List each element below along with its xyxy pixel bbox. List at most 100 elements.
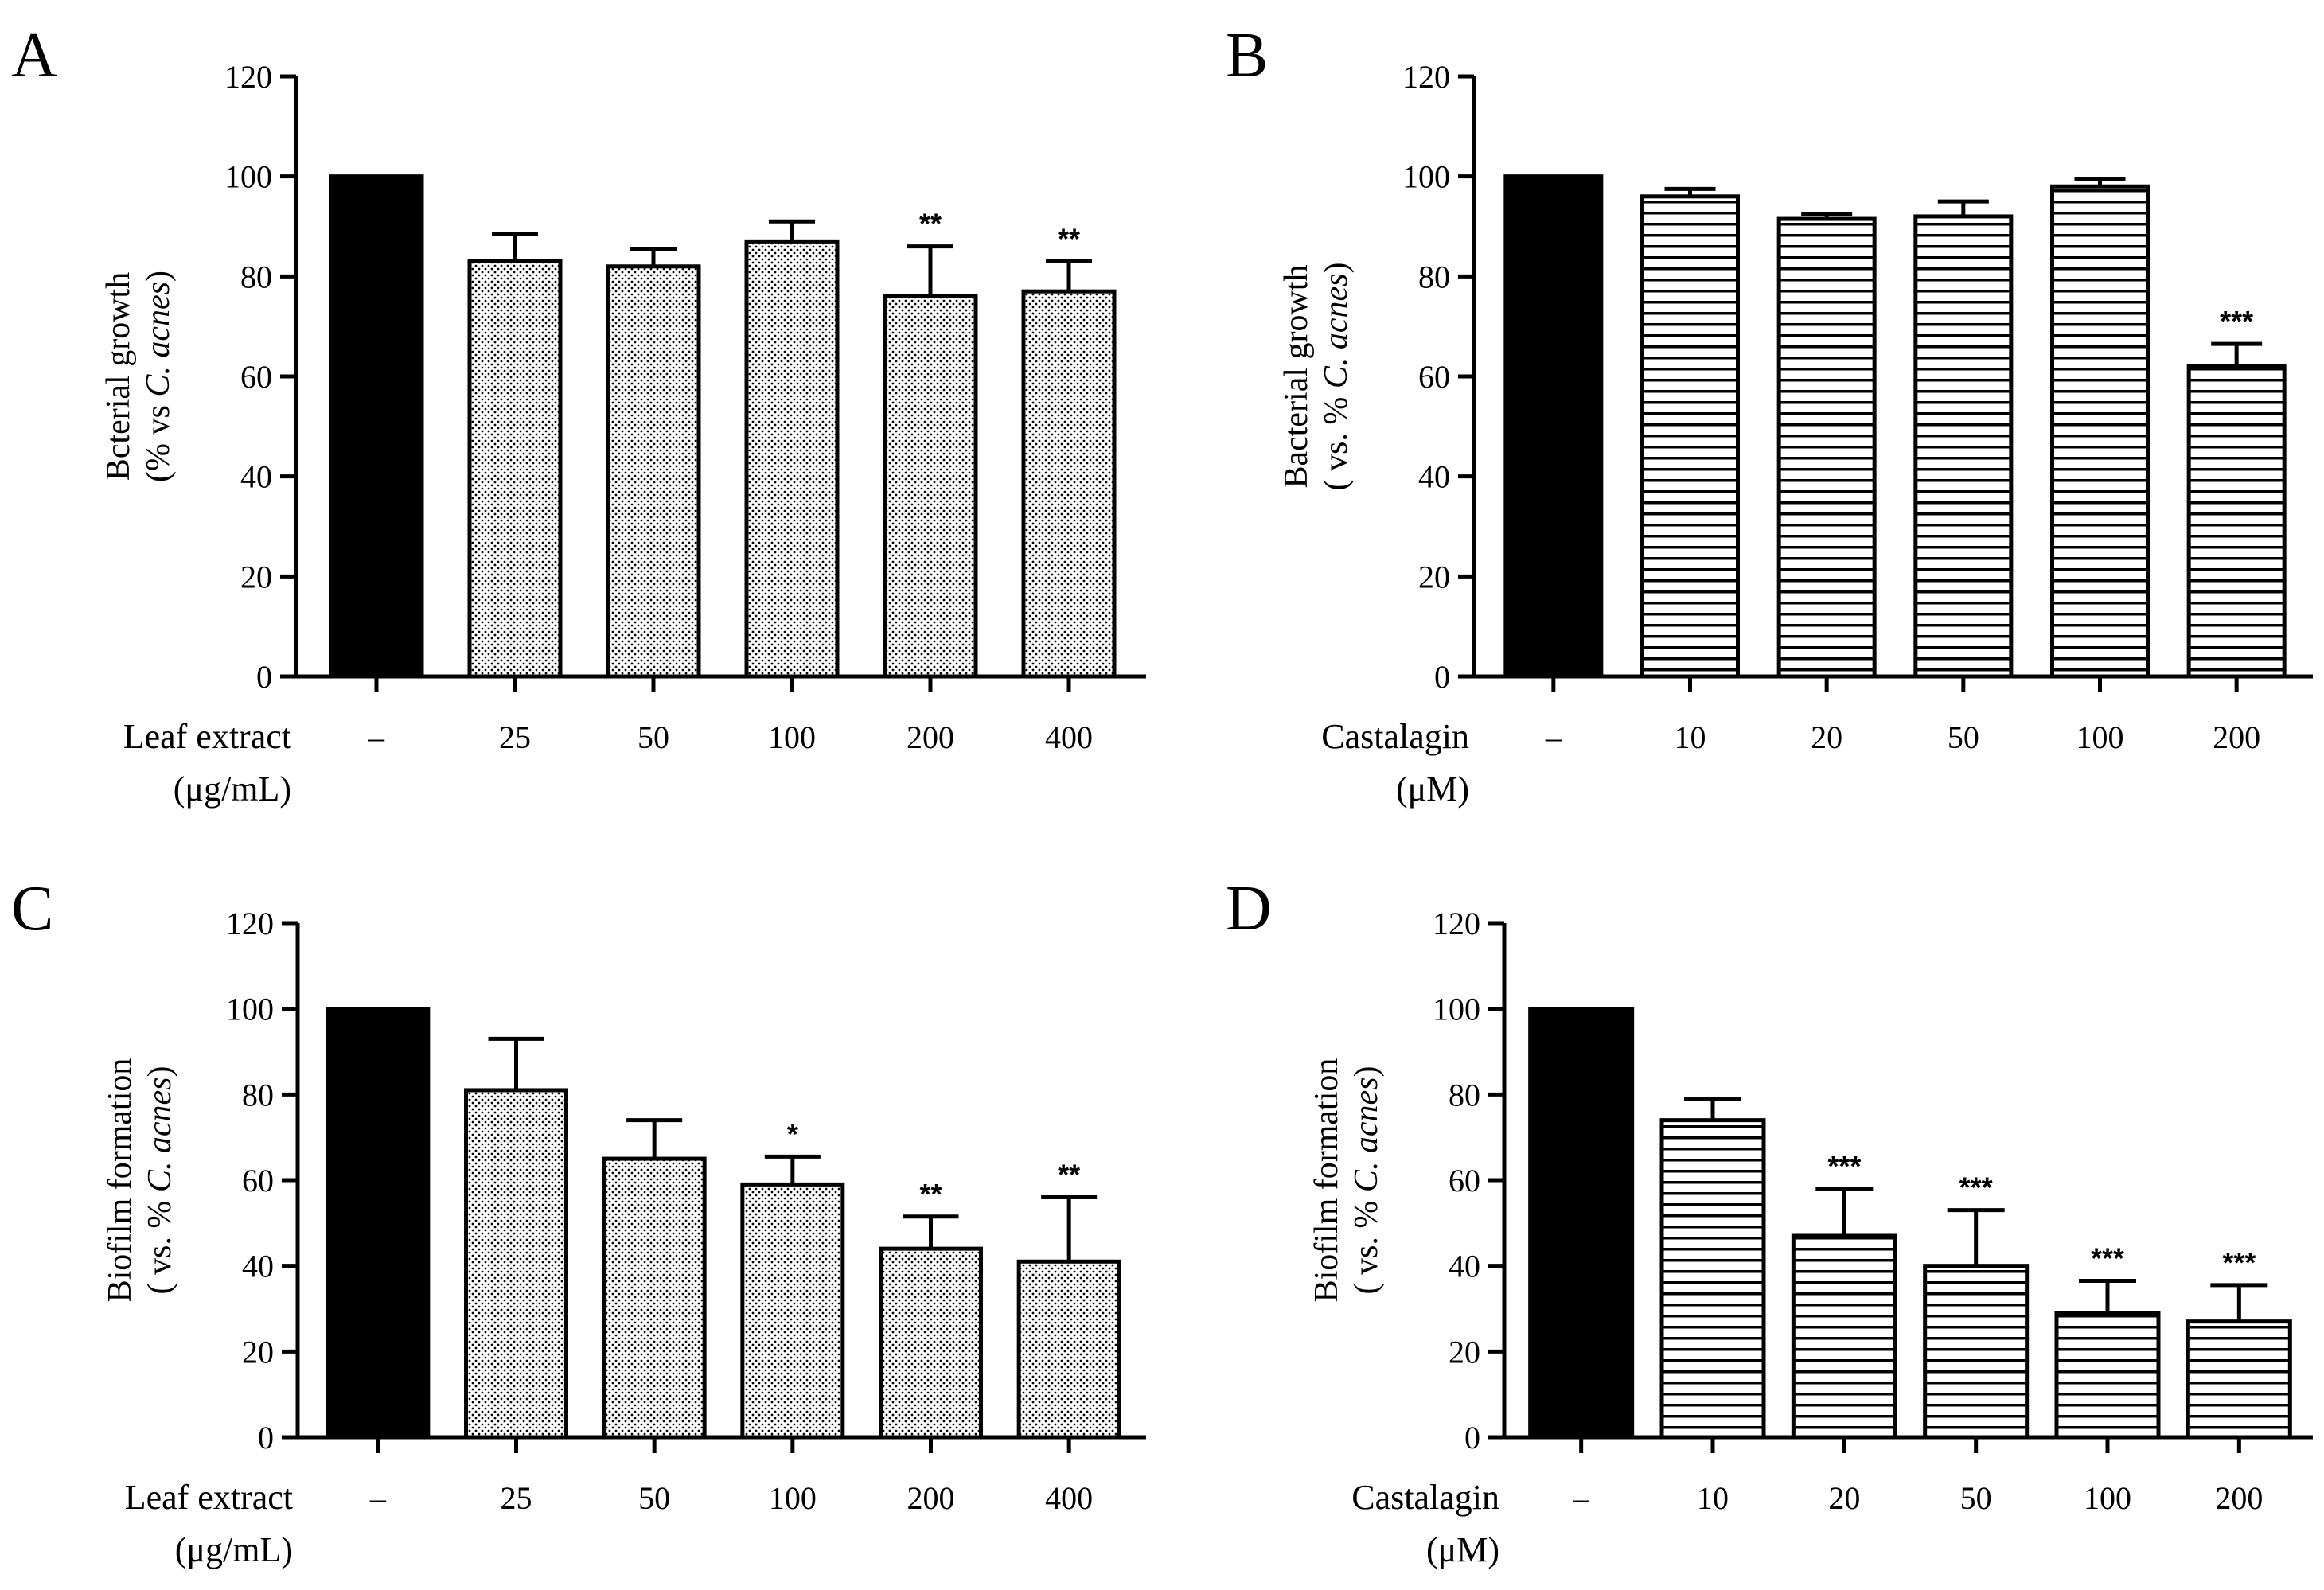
significance-label: * (787, 1117, 798, 1150)
bar (1776, 216, 1877, 679)
y-tick-label: 40 (1418, 459, 1450, 495)
panel-d: D 0 20 40 60 80 100 120 Biofilm formation( vs. %… (1226, 874, 2313, 1569)
y-tick-label: 60 (1418, 359, 1450, 395)
y-axis-label-line1: Bcterial growth (100, 272, 137, 481)
x-axis-title-line2: (μM) (1426, 1530, 1499, 1569)
x-tick-label: 50 (638, 1480, 670, 1516)
x-tick-label: 20 (1811, 719, 1842, 755)
x-tick-label: – (1573, 1480, 1590, 1516)
x-tick-label: 10 (1675, 719, 1706, 755)
y-tick-label: 40 (1449, 1249, 1480, 1284)
significance-label: *** (2091, 1242, 2124, 1275)
y-tick-label: 20 (240, 559, 272, 594)
bar (467, 259, 563, 679)
bar (744, 239, 840, 679)
panel-letter: D (1226, 874, 1272, 944)
y-tick-label: 100 (1433, 992, 1480, 1027)
x-tick-label: 100 (769, 1480, 817, 1516)
y-axis-label-line2: ( vs. % C. acnes) (1318, 263, 1355, 491)
y-tick-label: 0 (258, 1420, 274, 1456)
bar (879, 1246, 983, 1440)
bar (1021, 289, 1117, 679)
significance-label: ** (1058, 1159, 1080, 1191)
x-tick-label: 25 (501, 1480, 532, 1516)
x-tick-label: 400 (1045, 1480, 1093, 1516)
bar (329, 174, 424, 679)
x-tick-label: 100 (2076, 719, 2124, 755)
y-tick-label: 80 (240, 259, 272, 294)
x-tick-label: 400 (1045, 719, 1093, 755)
y-tick-label: 60 (240, 359, 272, 395)
panel-letter: A (11, 21, 57, 91)
bar (1791, 1233, 1897, 1440)
panel-b: B 0 20 40 60 80 100 120 Bacterial growth( vs. % … (1226, 21, 2313, 809)
bar (606, 264, 701, 679)
y-axis-label-line2: ( vs. % C. acnes) (1348, 1066, 1385, 1295)
y-axis-label-line1: Biofilm formation (1308, 1058, 1345, 1303)
panel-letter: C (11, 874, 53, 944)
panel-c: C 0 20 40 60 80 100 120 Biofilm formation( vs. %… (11, 874, 1146, 1569)
y-tick-label: 40 (242, 1249, 274, 1284)
y-tick-label: 20 (1449, 1334, 1480, 1370)
y-axis-label-line2: (% vs C. acnes) (140, 271, 177, 482)
bar (2186, 364, 2287, 679)
x-tick-label: 100 (768, 719, 816, 755)
y-tick-label: 60 (1449, 1163, 1480, 1198)
y-tick-label: 0 (1464, 1420, 1480, 1456)
y-axis-label-line2: ( vs. % C. acnes) (142, 1066, 178, 1295)
x-tick-label: – (369, 1480, 387, 1516)
bar (883, 294, 978, 679)
significance-label: ** (919, 1178, 942, 1210)
significance-label: *** (2222, 1246, 2256, 1279)
x-tick-label: 200 (907, 1480, 955, 1516)
x-tick-label: 20 (1828, 1480, 1860, 1516)
y-tick-label: 120 (224, 59, 272, 95)
x-tick-label: – (1545, 719, 1562, 755)
bar (740, 1182, 845, 1440)
x-axis-title-line1: Leaf extract (123, 717, 291, 756)
x-axis-title-line2: (μM) (1396, 770, 1469, 809)
x-tick-label: 25 (499, 719, 531, 755)
significance-label: ** (919, 208, 942, 240)
bar (1528, 1007, 1635, 1440)
x-axis-title-line1: Leaf extract (125, 1478, 293, 1517)
x-axis-title-line1: Castalagin (1351, 1478, 1499, 1517)
significance-label: *** (2220, 305, 2253, 337)
x-tick-label: 200 (2215, 1480, 2263, 1516)
y-tick-label: 80 (1449, 1077, 1480, 1113)
y-tick-label: 120 (1433, 906, 1480, 941)
x-tick-label: 50 (638, 719, 669, 755)
y-tick-label: 20 (1418, 559, 1450, 594)
bar (464, 1088, 568, 1440)
bar (602, 1156, 707, 1440)
significance-label: *** (1827, 1150, 1861, 1183)
y-tick-label: 20 (242, 1334, 274, 1370)
x-tick-label: 50 (1948, 719, 1979, 755)
x-axis-title-line2: (μg/mL) (174, 770, 291, 809)
bar (1503, 174, 1604, 679)
x-tick-label: 200 (907, 719, 954, 755)
y-tick-label: 100 (226, 992, 274, 1027)
y-tick-label: 60 (242, 1163, 274, 1198)
significance-label: ** (1058, 222, 1080, 255)
y-tick-label: 0 (256, 659, 272, 695)
significance-label: *** (1959, 1171, 1993, 1204)
y-tick-label: 120 (1402, 59, 1450, 95)
bar (1640, 194, 1740, 679)
y-axis-label-line1: Bacterial growth (1278, 264, 1315, 488)
panel-a: A 0 20 40 60 80 100 120 Bcterial growth (% vs C. … (11, 21, 1146, 809)
x-axis-title-line2: (μg/mL) (175, 1530, 293, 1569)
bar (2186, 1319, 2292, 1440)
y-tick-label: 0 (1434, 659, 1450, 695)
bar (1659, 1118, 1766, 1440)
y-axis-label-line1: Biofilm formation (102, 1058, 138, 1303)
y-tick-label: 40 (240, 459, 272, 495)
x-tick-label: 200 (2213, 719, 2260, 755)
panel-letter: B (1226, 21, 1268, 91)
bar (2054, 1311, 2161, 1440)
x-tick-label: 50 (1960, 1480, 1992, 1516)
bar (326, 1007, 431, 1440)
x-tick-label: 100 (2084, 1480, 2131, 1516)
x-tick-label: – (368, 719, 385, 755)
